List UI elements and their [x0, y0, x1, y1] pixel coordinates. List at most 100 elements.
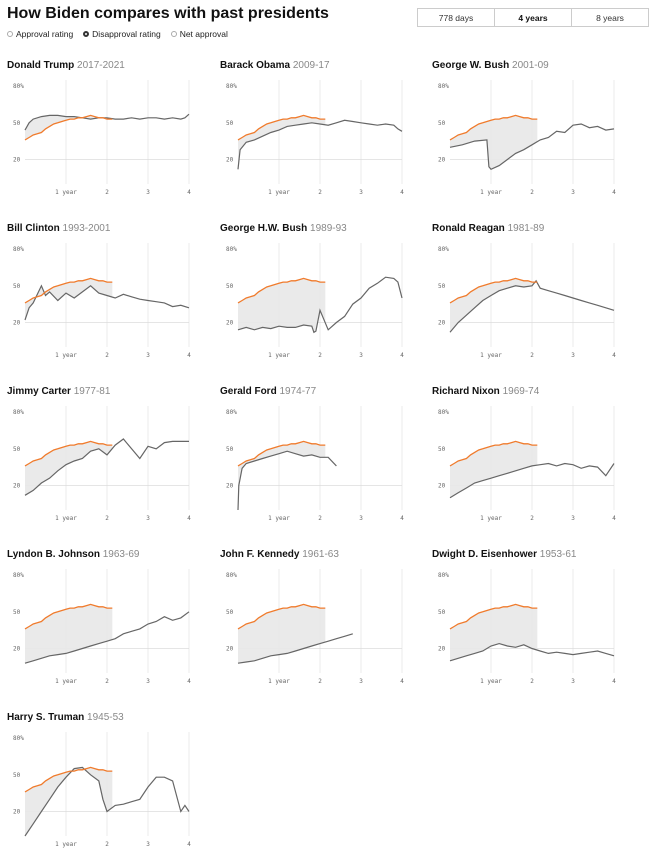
president-years: 1953-61: [537, 549, 577, 560]
y-tick-label: 20: [226, 646, 234, 653]
y-tick-label: 80%: [13, 572, 24, 579]
y-tick-label: 50: [13, 446, 21, 453]
president-years: 1974-77: [276, 386, 317, 397]
y-tick-label: 20: [13, 646, 21, 653]
y-tick-label: 80%: [13, 83, 24, 90]
president-name: Bill Clinton: [7, 223, 60, 234]
x-tick-label: 1 year: [55, 189, 77, 196]
president-name: Dwight D. Eisenhower: [432, 549, 538, 560]
x-tick-label: 4: [400, 515, 404, 522]
biden-line: [449, 114, 538, 141]
president-name: Gerald Ford: [220, 386, 277, 397]
panel-title: John F. Kennedy 1961-63: [220, 549, 339, 560]
president-years: 2017-2021: [74, 60, 125, 71]
x-tick-label: 3: [359, 515, 363, 522]
x-tick-label: 3: [571, 515, 575, 522]
y-tick-label: 80%: [13, 409, 24, 416]
past-president-line: [237, 450, 337, 511]
president-name: Richard Nixon: [432, 386, 500, 397]
difference-shade: [25, 278, 113, 320]
x-tick-label: 4: [400, 678, 404, 685]
x-tick-label: 2: [105, 678, 109, 685]
y-tick-label: 50: [226, 446, 234, 453]
x-tick-label: 2: [318, 678, 322, 685]
comparison-chart: 20 50 80% 1 year 2 3 4: [226, 406, 404, 522]
x-tick-label: 1 year: [480, 189, 502, 196]
y-tick-label: 50: [438, 446, 446, 453]
biden-line: [24, 440, 113, 467]
president-years: 1963-69: [99, 549, 140, 560]
x-tick-label: 4: [400, 352, 404, 359]
president-panel: Jimmy Carter 1977-81 20 50 80% 1 year 2 3 4: [7, 386, 217, 536]
x-tick-label: 3: [146, 841, 150, 848]
range-4-years-button[interactable]: 4 years: [494, 9, 571, 26]
difference-shade: [450, 115, 538, 169]
y-tick-label: 20: [13, 320, 21, 327]
past-president-line: [449, 642, 615, 662]
x-tick-label: 1 year: [268, 678, 290, 685]
y-tick-label: 20: [13, 809, 21, 816]
president-panel: Donald Trump 2017-2021 20 50 80% 1 year 2 3 4: [7, 60, 217, 210]
x-tick-label: 4: [187, 515, 191, 522]
comparison-chart: 20 50 80% 1 year 2 3 4: [438, 243, 616, 359]
net-approval-radio[interactable]: Net approval: [170, 29, 228, 39]
panel-title: Bill Clinton 1993-2001: [7, 223, 110, 234]
biden-line: [237, 114, 326, 141]
comparison-chart: 20 50 80% 1 year 2 3 4: [438, 80, 616, 196]
president-panel: Gerald Ford 1974-77 20 50 80% 1 year 2 3 4: [220, 386, 430, 536]
comparison-chart: 20 50 80% 1 year 2 3 4: [226, 80, 404, 196]
x-tick-label: 3: [146, 678, 150, 685]
president-panel: Dwight D. Eisenhower 1953-61 20 50 80% 1 yea…: [432, 549, 642, 699]
panel-title: Richard Nixon 1969-74: [432, 386, 539, 397]
x-tick-label: 1 year: [480, 352, 502, 359]
president-years: 1945-53: [84, 712, 124, 723]
approval-rating-radio[interactable]: Approval rating: [7, 29, 73, 39]
x-tick-label: 4: [400, 189, 404, 196]
panel-title: Jimmy Carter 1977-81: [7, 386, 110, 397]
president-panel: George H.W. Bush 1989-93 20 50 80% 1 year 2 3 4: [220, 223, 430, 373]
y-tick-label: 80%: [13, 246, 24, 253]
president-years: 1989-93: [307, 223, 347, 234]
x-tick-label: 2: [105, 841, 109, 848]
past-president-line: [449, 462, 615, 499]
difference-shade: [25, 441, 113, 496]
president-name: George H.W. Bush: [220, 223, 308, 234]
comparison-chart: 20 50 80% 1 year 2 3 4: [13, 569, 191, 685]
president-name: Harry S. Truman: [7, 712, 85, 723]
x-tick-label: 3: [146, 515, 150, 522]
x-tick-label: 4: [187, 189, 191, 196]
x-tick-label: 3: [359, 352, 363, 359]
biden-line: [24, 114, 113, 141]
difference-shade: [450, 278, 538, 333]
comparison-chart: 20 50 80% 1 year 2 3 4: [13, 406, 191, 522]
range-778-days-button[interactable]: 778 days: [438, 12, 474, 23]
x-tick-label: 1 year: [268, 189, 290, 196]
past-president-line: [237, 276, 403, 334]
biden-line: [449, 603, 538, 630]
president-name: Donald Trump: [7, 60, 75, 71]
y-tick-label: 80%: [226, 83, 237, 90]
x-tick-label: 2: [318, 515, 322, 522]
radio-dot-icon: [7, 31, 13, 37]
biden-line: [24, 603, 113, 630]
president-name: Lyndon B. Johnson: [7, 549, 100, 560]
range-8-years-button[interactable]: 8 years: [571, 9, 648, 26]
y-tick-label: 50: [13, 609, 21, 616]
x-tick-label: 2: [105, 189, 109, 196]
radio-dot-icon: [170, 31, 177, 37]
metric-selector: Approval rating Disapproval rating Net a…: [7, 29, 238, 39]
difference-shade: [25, 115, 113, 140]
y-tick-label: 80%: [438, 83, 449, 90]
x-tick-label: 2: [105, 515, 109, 522]
x-tick-label: 1 year: [55, 352, 77, 359]
y-tick-label: 50: [438, 609, 446, 616]
president-panel: Richard Nixon 1969-74 20 50 80% 1 year 2 3 4: [432, 386, 642, 536]
comparison-chart: 20 50 80% 1 year 2 3 4: [226, 243, 404, 359]
president-years: 2001-09: [509, 60, 549, 71]
disapproval-rating-radio[interactable]: Disapproval rating: [83, 29, 161, 39]
y-tick-label: 80%: [438, 246, 449, 253]
difference-shade: [25, 767, 113, 836]
x-tick-label: 1 year: [268, 352, 290, 359]
y-tick-label: 50: [13, 120, 21, 127]
comparison-chart: 20 50 80% 1 year 2 3 4: [13, 243, 191, 359]
